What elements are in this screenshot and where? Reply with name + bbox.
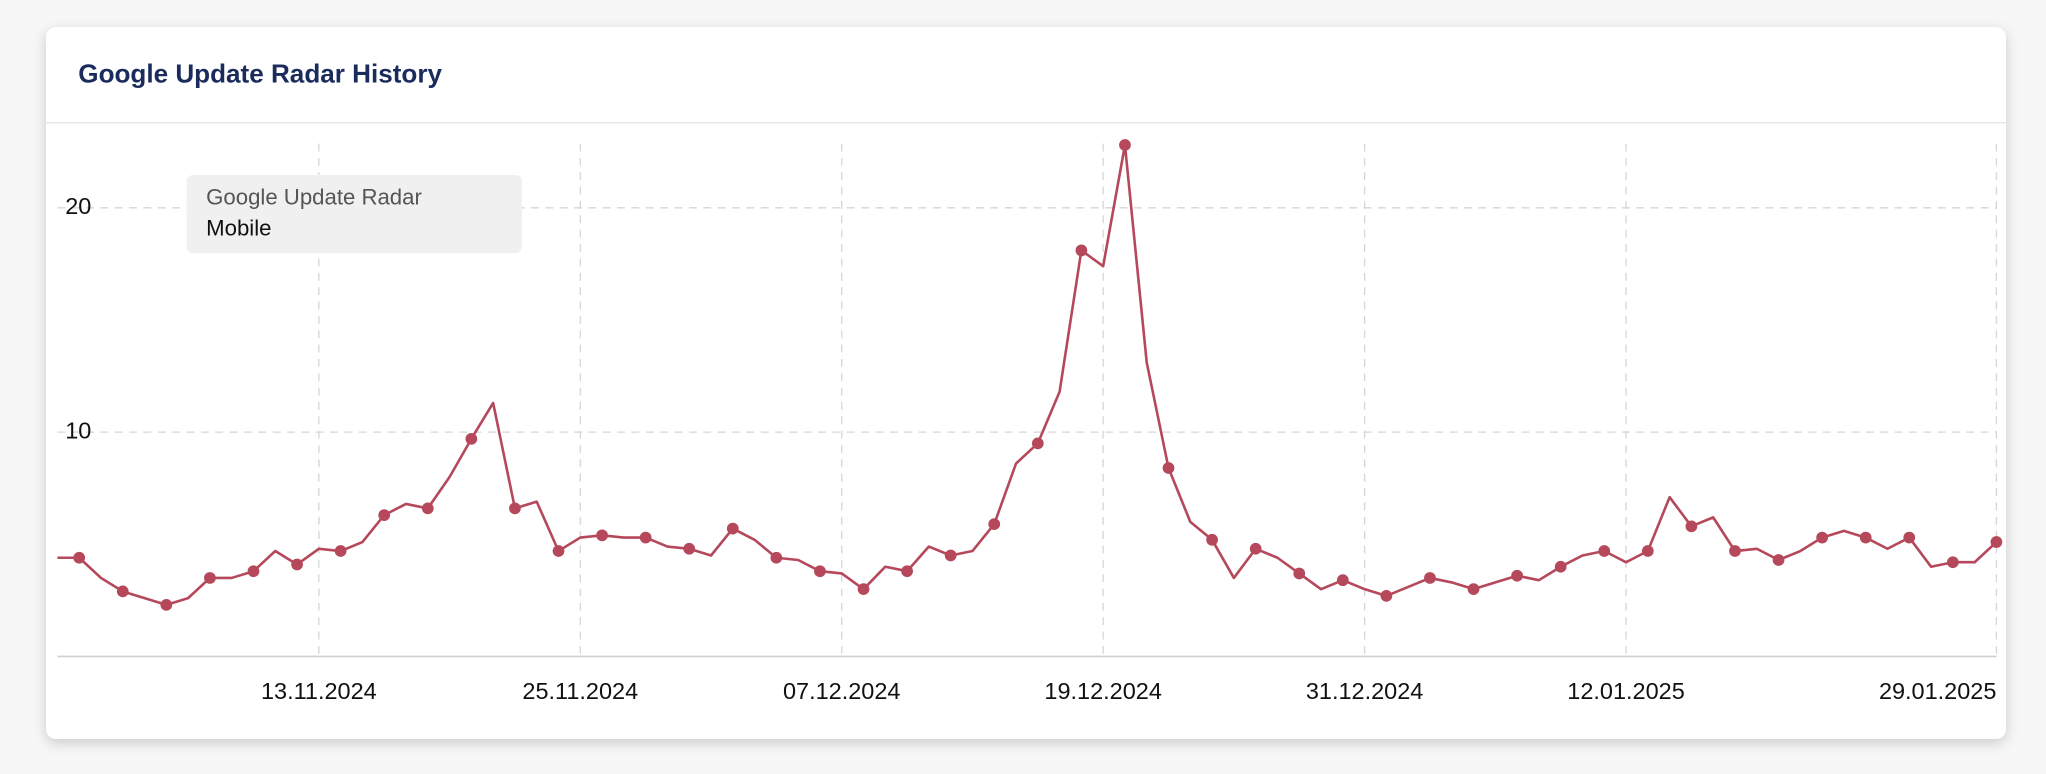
legend-box	[186, 174, 522, 254]
data-point	[988, 518, 1001, 530]
data-point	[814, 565, 826, 578]
data-point	[204, 572, 216, 584]
data-point	[1424, 572, 1436, 584]
x-tick-label: 29.01.2025	[1879, 678, 1996, 704]
data-point	[596, 529, 608, 542]
plot	[57, 139, 2003, 611]
data-point	[509, 502, 521, 515]
data-point	[1641, 545, 1654, 557]
data-point	[857, 583, 870, 596]
data-point	[1859, 531, 1872, 544]
data-point	[1249, 542, 1262, 555]
data-point	[1946, 556, 1959, 569]
data-point	[1031, 437, 1044, 450]
data-point	[1903, 531, 1916, 544]
data-point	[465, 432, 478, 445]
chart-title: Google Update Radar History	[78, 59, 442, 89]
data-point	[1729, 545, 1741, 557]
data-point	[1816, 531, 1828, 544]
y-tick-label: 10	[65, 417, 91, 443]
data-point	[1554, 560, 1567, 573]
data-point	[1206, 533, 1218, 546]
data-point	[770, 551, 783, 564]
x-tick-label: 31.12.2024	[1306, 678, 1423, 704]
x-tick-label: 12.01.2025	[1567, 678, 1684, 704]
data-point	[1685, 520, 1698, 533]
y-tick-label: 20	[65, 193, 91, 219]
data-point	[73, 551, 86, 564]
legend-entry: Mobile	[206, 216, 271, 241]
data-point	[1990, 536, 2003, 548]
data-point	[291, 558, 303, 571]
x-tick-label: 07.12.2024	[783, 678, 900, 704]
data-point	[1598, 545, 1611, 557]
data-point	[552, 545, 565, 557]
data-point	[726, 522, 739, 535]
data-point	[1380, 590, 1393, 602]
data-point	[901, 565, 913, 578]
data-point	[1511, 569, 1523, 582]
x-tick-label: 19.12.2024	[1044, 678, 1161, 704]
card	[46, 27, 2006, 739]
data-point	[1162, 462, 1175, 474]
data-point	[944, 549, 957, 562]
data-point	[1772, 554, 1785, 566]
data-point	[1336, 574, 1349, 587]
data-point	[421, 502, 434, 515]
data-point	[247, 565, 260, 578]
x-tick-label: 13.11.2024	[261, 678, 377, 704]
data-point	[378, 509, 391, 521]
data-point	[683, 542, 696, 555]
data-point	[1467, 583, 1480, 596]
data-point	[639, 531, 652, 544]
data-point	[160, 598, 173, 611]
data-point	[116, 585, 129, 598]
data-point	[1075, 244, 1088, 257]
x-tick-label: 25.11.2024	[522, 678, 638, 704]
data-point	[1293, 567, 1306, 580]
data-point	[1119, 139, 1131, 151]
grid: 10 20 13.11.2024 25.11.2024 07.12.2024 19.12.…	[57, 143, 1998, 704]
legend-title: Google Update Radar	[206, 184, 422, 209]
data-point	[334, 545, 347, 557]
